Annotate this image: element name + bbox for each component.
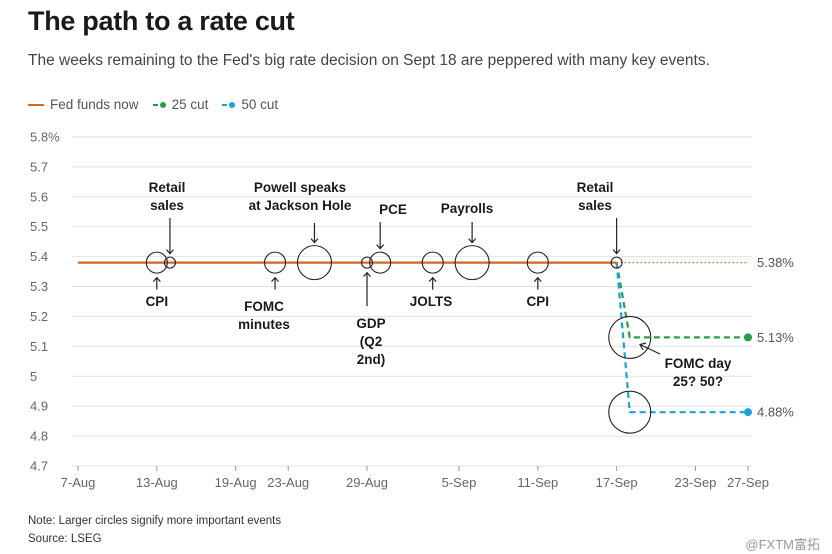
annotation-retail2: Retail sales: [577, 180, 614, 213]
event-circle: [608, 390, 652, 434]
x-tick-label: 19-Aug: [215, 475, 257, 490]
y-tick-label: 4.7: [30, 459, 48, 474]
watermark: @FXTM富拓: [745, 537, 820, 552]
event-circle: [454, 245, 490, 281]
legend-swatch-50-cut: [222, 101, 236, 108]
x-tick-label: 7-Aug: [61, 475, 96, 490]
x-tick-label: 27-Sep: [727, 475, 769, 490]
series-line-25-cut: [615, 262, 748, 339]
legend-item-50-cut: 50 cut: [222, 97, 278, 112]
annotation-powell: Powell speaks at Jackson Hole: [249, 180, 352, 213]
series-line-50-cut: [615, 262, 748, 414]
end-label-50-cut: 4.88%: [757, 405, 794, 420]
chart-legend: Fed funds now 25 cut 50 cut: [28, 97, 278, 112]
annotation-cpi1: CPI: [146, 294, 169, 309]
x-tick-label: 23-Aug: [267, 475, 309, 490]
event-circle: [163, 256, 177, 269]
annotation-fomcday: FOMC day 25? 50?: [665, 356, 732, 389]
annotation-jolts: JOLTS: [410, 294, 453, 309]
annotation-fomcmin: FOMC minutes: [238, 299, 290, 332]
annotation-arrowhead: [271, 276, 280, 283]
y-tick-label: 5: [30, 369, 37, 384]
y-tick-label: 4.8: [30, 429, 48, 444]
y-tick-label: 5.1: [30, 339, 48, 354]
legend-swatch-fed-funds: [28, 103, 44, 106]
chart-footer: Note: Larger circles signify more import…: [28, 512, 281, 548]
x-tick-label: 23-Sep: [674, 475, 716, 490]
annotation-gdp: GDP (Q2 2nd): [356, 316, 385, 367]
legend-label-50-cut: 50 cut: [241, 97, 279, 112]
end-label-25-cut: 5.13%: [757, 330, 794, 345]
chart-subtitle: The weeks remaining to the Fed's big rat…: [28, 52, 710, 69]
annotation-arrowhead: [376, 244, 385, 250]
event-circle: [360, 256, 374, 269]
x-tick-label: 5-Sep: [442, 475, 477, 490]
x-tick-label: 29-Aug: [346, 475, 388, 490]
annotation-arrowhead: [468, 238, 477, 244]
y-tick-label: 5.7: [30, 159, 48, 174]
chart-plot: 4.7 4.8 4.9 5 5.1 5.2 5.3 5.4 5.5 5.6 5.7 5.8% 7-Aug…: [30, 130, 794, 491]
y-tick-label: 5.2: [30, 309, 48, 324]
end-label-fed-funds: 5.38%: [757, 255, 794, 270]
chart-note: Note: Larger circles signify more import…: [28, 515, 282, 527]
chart-title: The path to a rate cut: [28, 6, 295, 36]
event-circle: [296, 245, 333, 281]
annotation-payrolls: Payrolls: [441, 201, 494, 216]
annotation-pce: PCE: [379, 202, 407, 217]
chart-source: Source: LSEG: [28, 533, 102, 545]
annotation-arrowhead: [612, 249, 621, 255]
y-tick-label: 5.5: [30, 219, 48, 234]
legend-swatch-25-cut: [152, 101, 166, 108]
legend-item-25-cut: 25 cut: [152, 97, 209, 112]
event-circle: [610, 256, 623, 269]
event-circle: [526, 251, 549, 274]
y-tick-label: 5.4: [30, 249, 48, 264]
x-tick-label: 11-Sep: [517, 475, 558, 490]
annotation-arrow: [640, 344, 661, 355]
annotation-arrowhead: [428, 276, 437, 283]
annotation-retail1: Retail sales: [149, 180, 186, 213]
annotation-arrowhead: [310, 238, 319, 244]
annotation-cpi2: CPI: [527, 294, 550, 309]
y-tick-label: 5.3: [30, 279, 48, 294]
series-end-dot-25-cut: [744, 333, 752, 342]
legend-label-fed-funds: Fed funds now: [50, 97, 139, 112]
series-end-dot-50-cut: [744, 408, 752, 417]
legend-item-fed-funds: Fed funds now: [28, 97, 139, 112]
annotation-arrowhead: [533, 276, 542, 283]
x-tick-label: 13-Aug: [136, 475, 178, 490]
annotation-arrowhead: [363, 271, 371, 278]
y-tick-label: 5.8%: [30, 130, 60, 145]
event-circle: [145, 251, 168, 274]
legend-label-25-cut: 25 cut: [171, 97, 209, 112]
y-tick-label: 4.9: [30, 399, 48, 414]
annotation-arrowhead: [639, 342, 647, 351]
annotation-arrowhead: [166, 249, 174, 255]
annotation-arrowhead: [152, 276, 161, 283]
event-circle: [369, 251, 392, 274]
event-circle: [421, 251, 444, 274]
event-circle: [608, 315, 652, 359]
event-circle: [264, 251, 287, 274]
y-tick-label: 5.6: [30, 189, 48, 204]
x-tick-label: 17-Sep: [596, 475, 638, 490]
